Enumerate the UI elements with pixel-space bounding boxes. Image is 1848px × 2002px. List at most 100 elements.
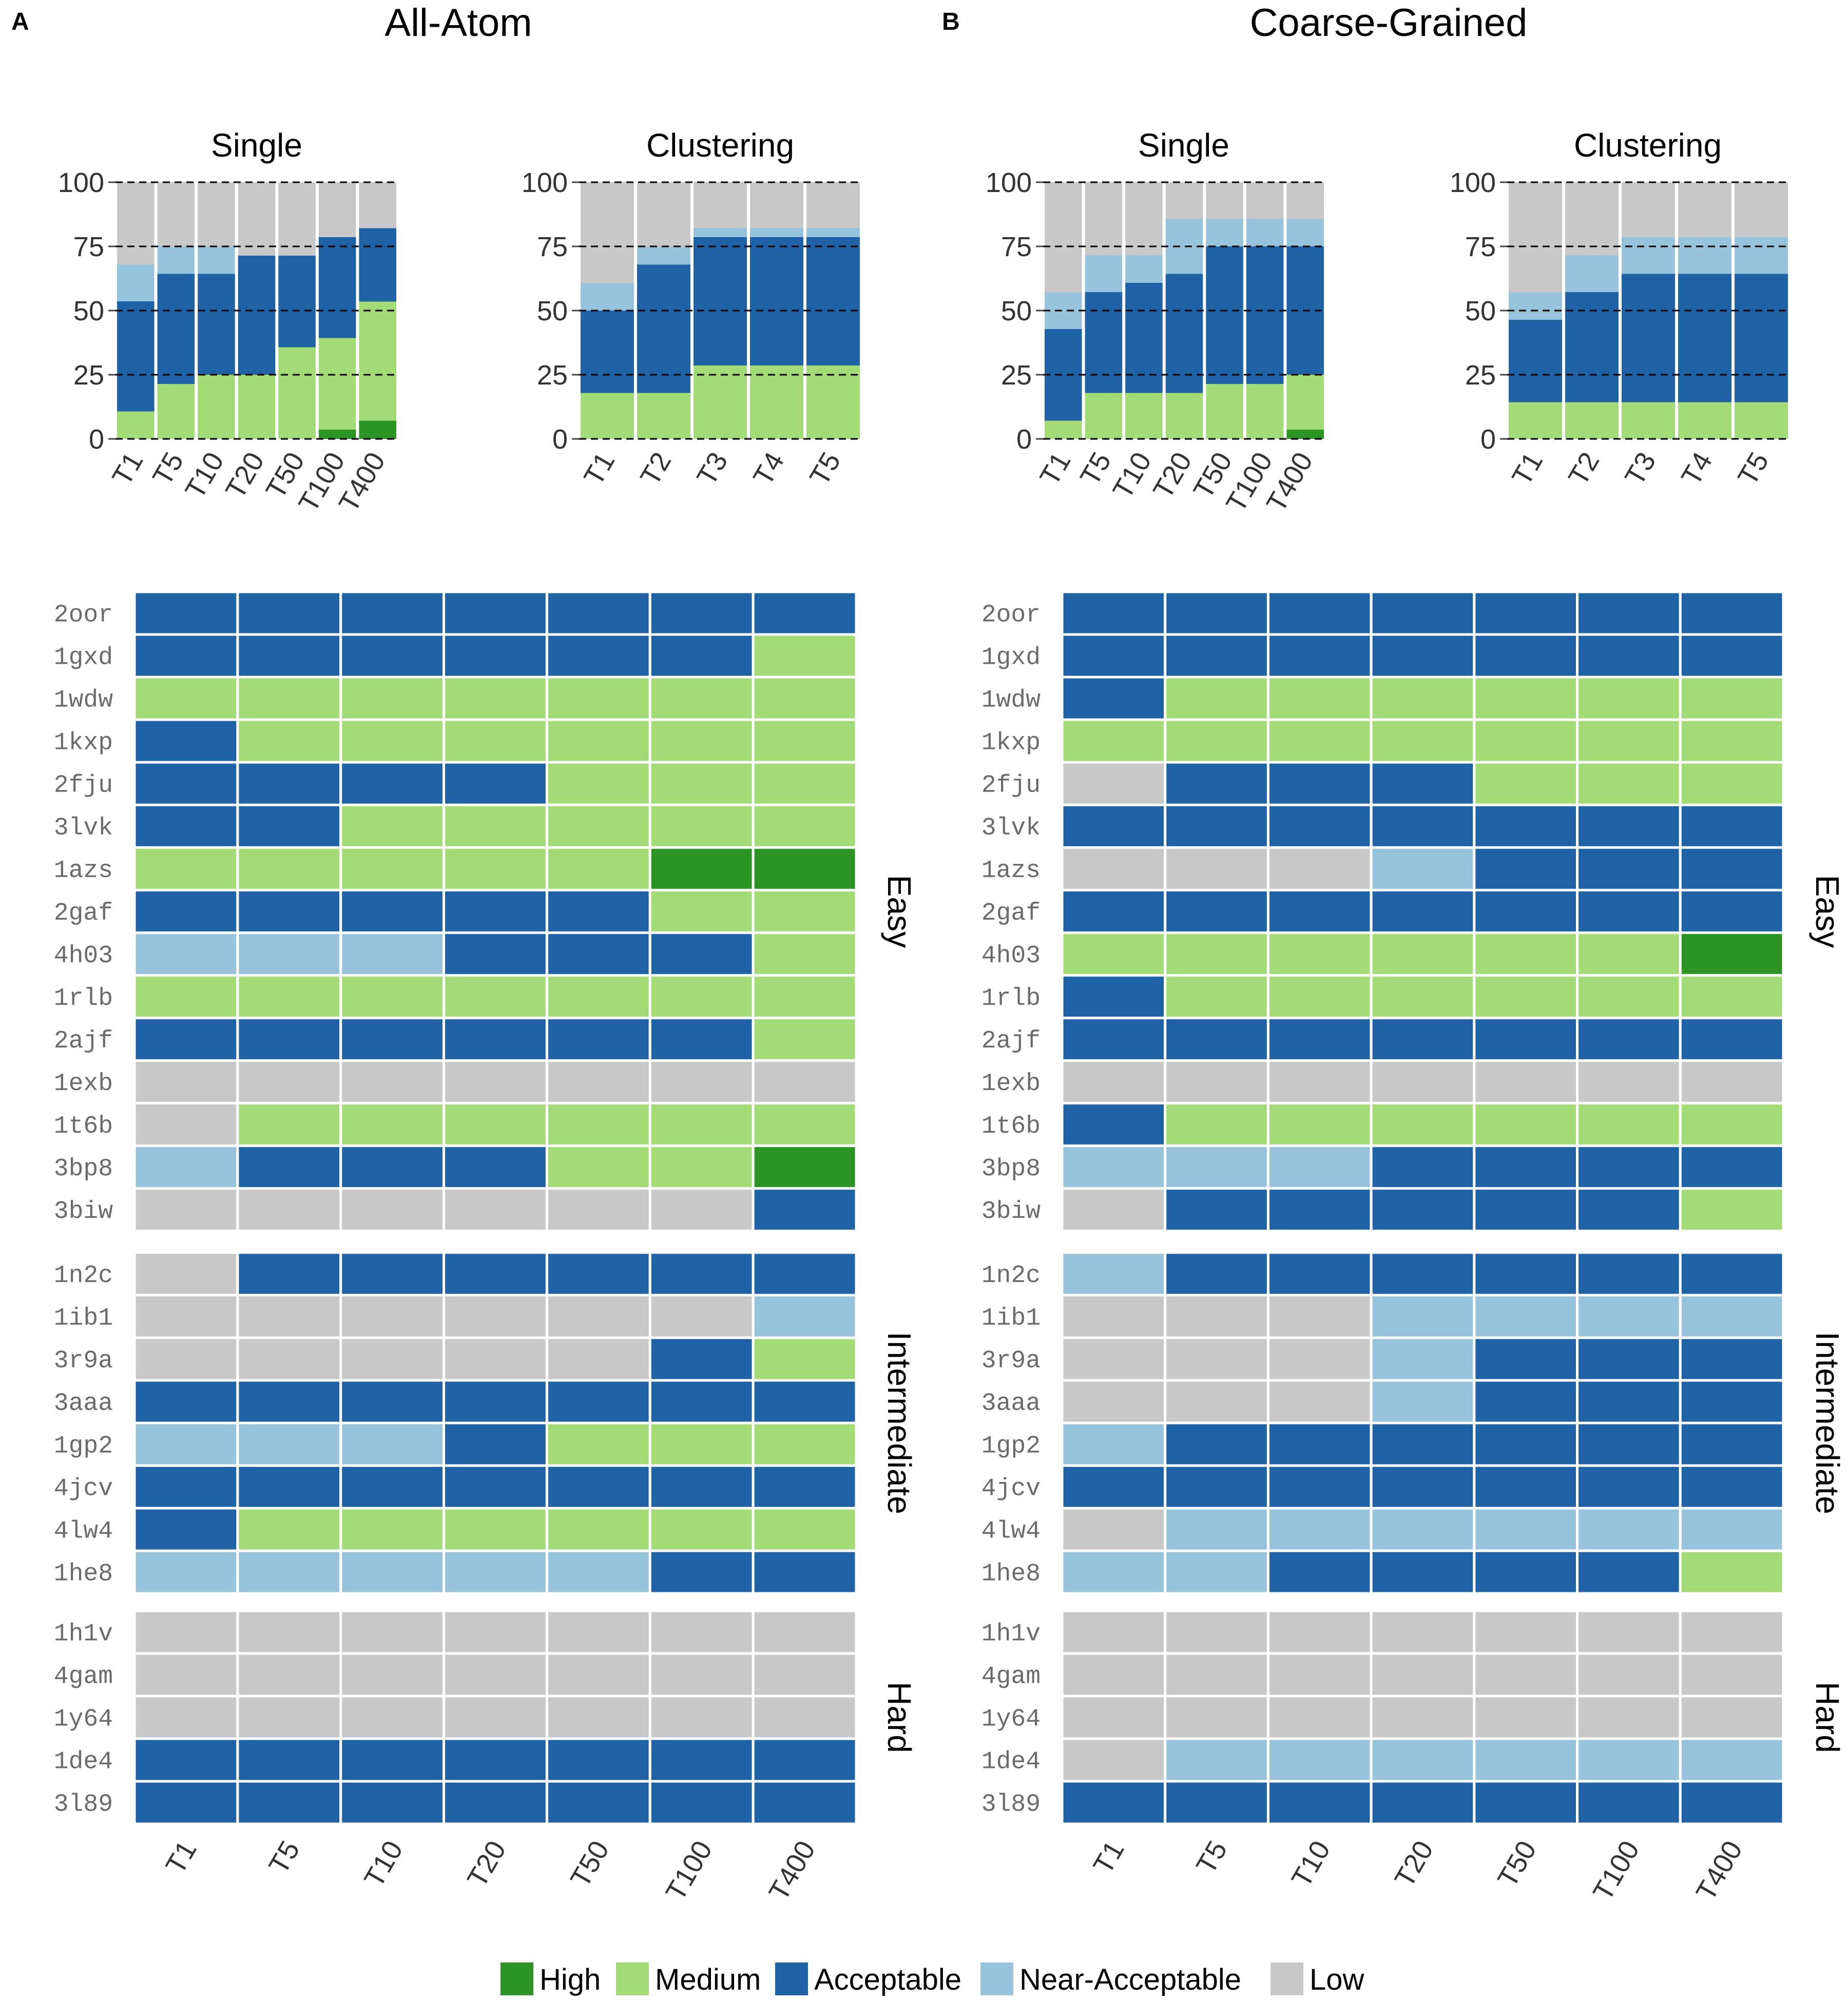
bar-segment-acceptable-t100: [318, 237, 356, 338]
heatmap-cell-1y64-t1: [1061, 1695, 1167, 1740]
x-tick-label: T10: [1107, 447, 1157, 504]
heatmap-cell-3biw-t50: [1473, 1187, 1579, 1233]
column-label-t100: T100: [1587, 1836, 1646, 1906]
heatmap-cell-1he8-t10: [339, 1549, 446, 1595]
bar-segment-low-t2: [1565, 182, 1619, 256]
heatmap-cell-1he8-t10: [1266, 1549, 1373, 1595]
heatmap-cell-1gxd-t400: [1679, 633, 1785, 679]
heatmap-cell-3aaa-t20: [442, 1379, 548, 1424]
legend: High Medium Acceptable Near-Acceptable Low: [500, 1962, 1365, 1996]
bar-segment-near-acceptable-t5: [1735, 237, 1788, 274]
heatmap-cell-1n2c-t100: [648, 1251, 755, 1297]
heatmap-cell-1kxp-t5: [1164, 718, 1269, 764]
bar-segment-near-acceptable-t50: [1206, 219, 1243, 246]
heatmap-cell-1de4-t1: [1061, 1737, 1167, 1783]
heatmap-cell-1he8-t50: [1473, 1549, 1579, 1595]
bar-segment-near-acceptable-t1: [581, 283, 634, 311]
heatmap-coarse-grained: 2oor 1gxd 1wdw 1kxp 2fju 3lvk 1azs 2gaf 4h03 1rlb…: [981, 590, 1846, 1906]
heatmap-cell-2gaf-t1: [1061, 889, 1167, 934]
row-label-1y64: 1y64: [981, 1706, 1041, 1734]
heatmap-cell-1h1v-t1: [1061, 1609, 1167, 1655]
bar-segment-acceptable-t4: [1678, 274, 1731, 402]
heatmap-cell-1kxp-t10: [1266, 718, 1373, 764]
heatmap-cell-1he8-t400: [1679, 1549, 1785, 1595]
heatmap-cell-2oor-t1: [133, 590, 239, 636]
heatmap-cell-1kxp-t20: [1370, 718, 1476, 764]
heatmap-cell-4jcv-t20: [442, 1464, 548, 1510]
heatmap-cell-1gp2-t1: [1061, 1421, 1167, 1467]
heatmap-cell-1y64-t400: [1679, 1695, 1785, 1740]
y-tick-label: 75: [1001, 232, 1032, 262]
legend-swatch-low: [1270, 1962, 1303, 1995]
heatmap-cell-4lw4-t5: [1164, 1507, 1269, 1552]
heatmap-cell-3biw-t100: [648, 1187, 755, 1233]
heatmap-cell-1de4-t1: [133, 1737, 239, 1783]
heatmap-cell-3bp8-t400: [1679, 1144, 1785, 1190]
heatmap-cell-1gp2-t5: [236, 1421, 342, 1467]
heatmap-cell-2ajf-t5: [236, 1016, 342, 1062]
heatmap-cell-1ib1-t400: [1679, 1294, 1785, 1339]
bar-segment-near-acceptable-t400: [1286, 219, 1324, 246]
heatmap-cell-4jcv-t5: [236, 1464, 342, 1510]
row-label-1he8: 1he8: [981, 1561, 1041, 1588]
bar-segment-acceptable-t5: [157, 274, 195, 384]
bar-segment-low-t1: [581, 182, 634, 283]
heatmap-cell-4jcv-t20: [1370, 1464, 1476, 1510]
heatmap-cell-2fju-t1: [133, 761, 239, 806]
heatmap-cell-3bp8-t100: [1576, 1144, 1682, 1190]
heatmap-cell-2ajf-t20: [442, 1016, 548, 1062]
heatmap-cell-1exb-t1: [1061, 1059, 1167, 1105]
heatmap-cell-3lvk-t400: [1679, 803, 1785, 849]
heatmap-cell-1ib1-t100: [1576, 1294, 1682, 1339]
row-label-2oor: 2oor: [981, 602, 1041, 629]
x-tick-label: T1: [578, 447, 621, 491]
column-label-t50: T50: [565, 1836, 615, 1893]
heatmap-all-atom: 2oor 1gxd 1wdw 1kxp 2fju 3lvk 1azs 2gaf 4h03 1rlb…: [54, 590, 918, 1906]
heatmap-cell-1ib1-t1: [133, 1294, 239, 1339]
heatmap-cell-3aaa-t10: [1266, 1379, 1373, 1424]
heatmap-cell-3lvk-t20: [1370, 803, 1476, 849]
bar-segment-acceptable-t20: [1165, 274, 1203, 393]
bar-segment-high-t400: [1286, 430, 1324, 439]
heatmap-cell-1rlb-t20: [1370, 974, 1476, 1019]
row-label-3biw: 3biw: [981, 1198, 1041, 1226]
heatmap-cell-4gam-t20: [442, 1652, 548, 1698]
bar-segment-low-t1: [1045, 182, 1082, 293]
heatmap-cell-1exb-t20: [442, 1059, 548, 1105]
row-label-1n2c: 1n2c: [54, 1262, 113, 1290]
heatmap-cell-3l89-t20: [1370, 1780, 1476, 1825]
heatmap-cell-1kxp-t20: [442, 718, 548, 764]
row-label-1rlb: 1rlb: [54, 985, 113, 1013]
heatmap-cell-2gaf-t20: [1370, 889, 1476, 934]
heatmap-cell-4h03-t50: [1473, 931, 1579, 977]
heatmap-cell-2ajf-t10: [339, 1016, 446, 1062]
heatmap-cell-1exb-t20: [1370, 1059, 1476, 1105]
heatmap-cell-2ajf-t400: [752, 1016, 858, 1062]
heatmap-cell-1h1v-t5: [236, 1609, 342, 1655]
bar-segment-near-acceptable-t2: [637, 246, 690, 265]
bar-segment-medium-t1: [1509, 402, 1562, 439]
bar-segment-medium-t1: [581, 393, 634, 439]
bar-segment-medium-t50: [1206, 384, 1243, 439]
heatmap-cell-3biw-t1: [133, 1187, 239, 1233]
heatmap-cell-1exb-t50: [545, 1059, 651, 1105]
heatmap-cell-1rlb-t50: [1473, 974, 1579, 1019]
heatmap-cell-3bp8-t50: [545, 1144, 651, 1190]
heatmap-cell-4gam-t5: [1164, 1652, 1269, 1698]
heatmap-cell-1wdw-t100: [648, 676, 755, 721]
bar-segment-acceptable-t10: [198, 274, 235, 375]
heatmap-cell-2fju-t5: [1164, 761, 1269, 806]
heatmap-cell-3biw-t100: [1576, 1187, 1682, 1233]
heatmap-cell-1kxp-t10: [339, 718, 446, 764]
bar-segment-near-acceptable-t10: [198, 246, 235, 274]
heatmap-cell-1gxd-t5: [236, 633, 342, 679]
heatmap-cell-1t6b-t10: [1266, 1102, 1373, 1147]
heatmap-cell-3lvk-t100: [648, 803, 755, 849]
row-label-1wdw: 1wdw: [54, 687, 113, 715]
bar-segment-medium-t2: [637, 393, 690, 439]
heatmap-cell-1de4-t20: [1370, 1737, 1476, 1783]
heatmap-cell-1y64-t100: [1576, 1695, 1682, 1740]
y-tick-label: 100: [58, 167, 104, 198]
heatmap-cell-2gaf-t50: [545, 889, 651, 934]
y-tick-label: 0: [1016, 424, 1032, 455]
